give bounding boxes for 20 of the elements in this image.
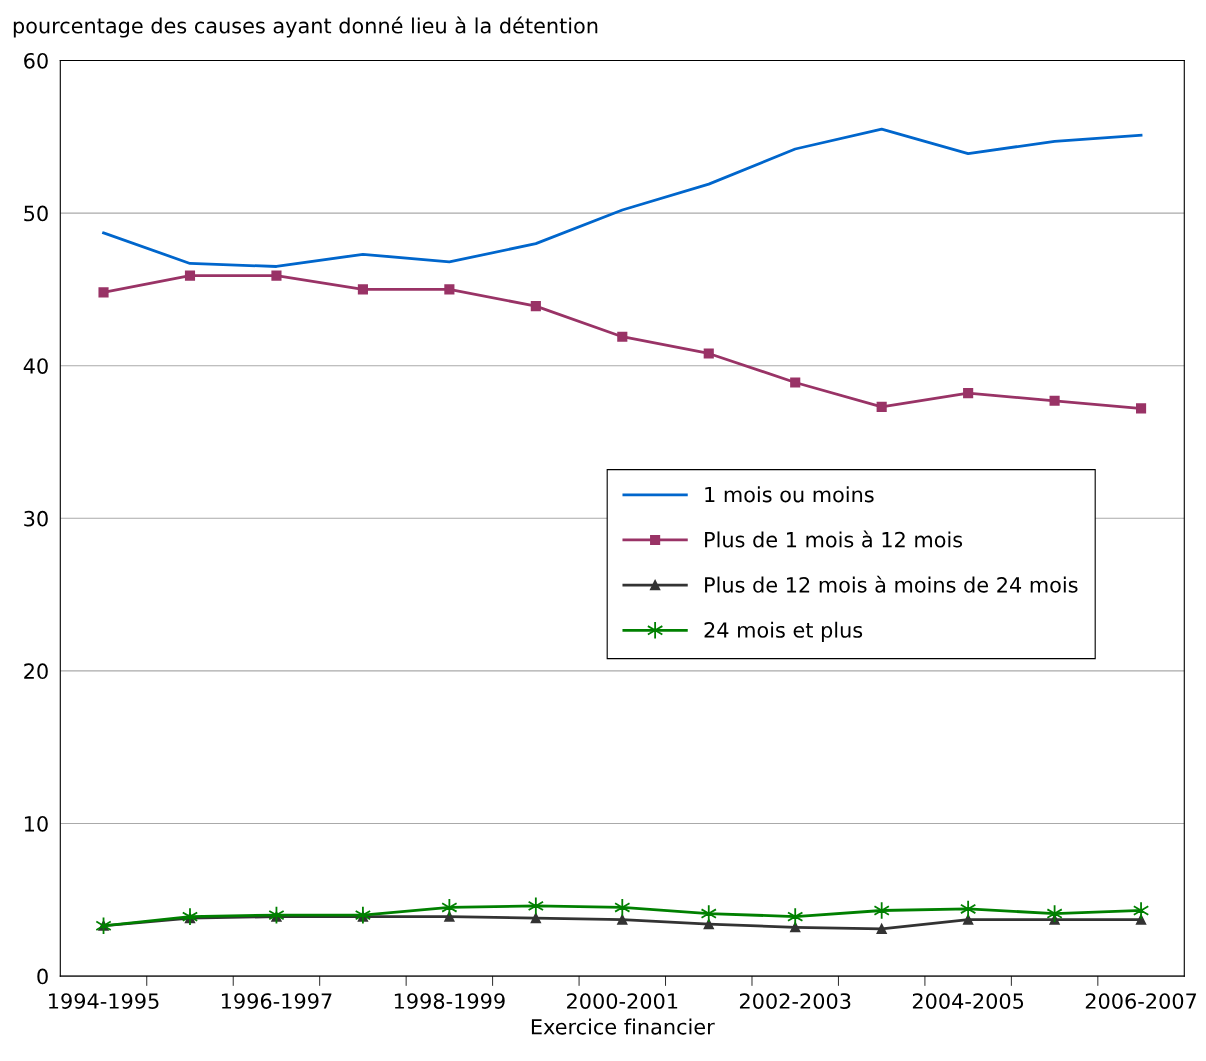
x-axis-title: Exercice financier	[531, 1018, 715, 1035]
x-tick-label: 2000-2001	[567, 993, 678, 1009]
y-tick-label: 0	[37, 968, 48, 985]
y-tick-label: 50	[24, 205, 48, 222]
y-axis-title: pourcentage des causes ayant donné lieu à la détention	[13, 16, 598, 38]
y-tick-label: 40	[23, 358, 48, 374]
y-tick-label: 10	[24, 815, 48, 832]
legend-label: Plus de 1 mois à 12 mois	[705, 530, 963, 548]
x-tick-label: 2006-2007	[1085, 993, 1197, 1009]
legend-label: 1 mois ou moins	[705, 486, 874, 503]
y-tick-label: 60	[24, 52, 48, 69]
x-tick-label: 2004-2005	[912, 993, 1024, 1009]
y-tick-label: 30	[24, 510, 48, 527]
legend-label: 24 mois et plus	[704, 621, 863, 642]
y-tick-label: 20	[24, 663, 48, 680]
x-tick-label: 1996-1997	[221, 993, 332, 1009]
legend-label: Plus de 12 mois à moins de 24 mois	[705, 575, 1078, 593]
x-tick-label: 2002-2003	[739, 993, 851, 1009]
x-tick-label: 1994-1995	[49, 993, 159, 1009]
x-tick-label: 1998-1999	[394, 993, 505, 1009]
